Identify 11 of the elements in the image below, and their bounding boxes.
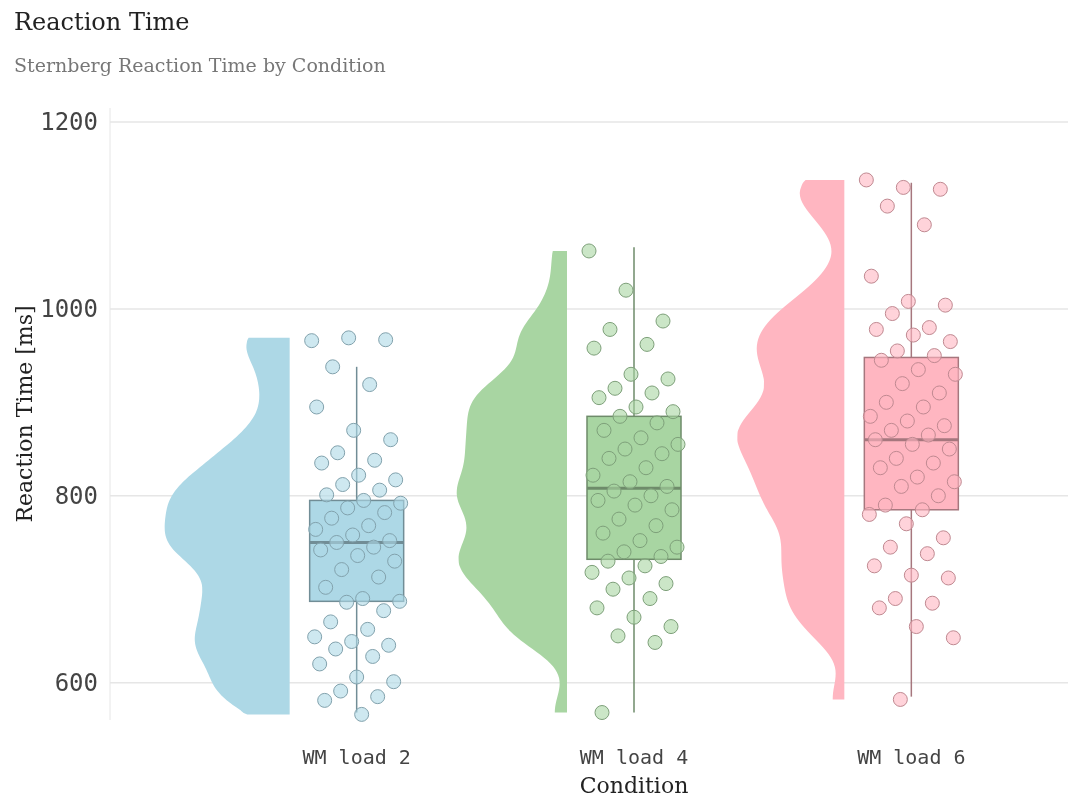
x-tick-label: WM load 6 xyxy=(857,745,966,769)
x-axis-title: Condition xyxy=(579,773,689,798)
x-tick-label: WM load 4 xyxy=(579,745,689,769)
y-tick-label: 1200 xyxy=(40,108,98,137)
y-tick-label: 800 xyxy=(54,482,98,511)
x-tick-label: WM load 2 xyxy=(302,745,411,769)
y-axis-title: Reaction Time [ms] xyxy=(12,305,37,523)
y-tick-label: 600 xyxy=(54,669,98,698)
chart-subtitle: Sternberg Reaction Time by Condition xyxy=(14,54,386,76)
y-tick-label: 1000 xyxy=(40,295,98,324)
chart-title: Reaction Time xyxy=(14,8,190,36)
